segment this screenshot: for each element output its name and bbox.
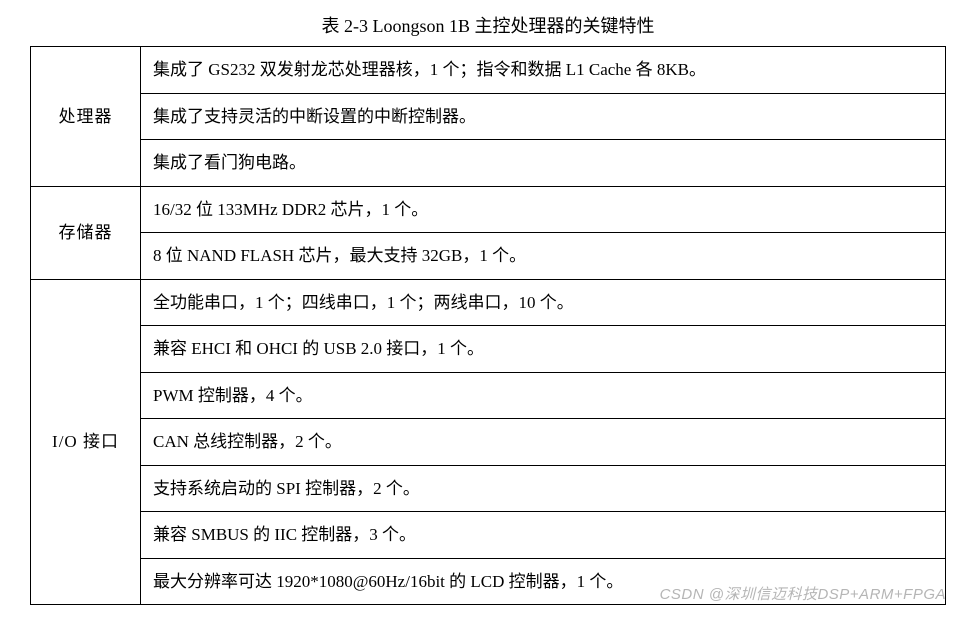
spec-cell: 8 位 NAND FLASH 芯片，最大支持 32GB，1 个。 (141, 233, 946, 280)
table-row: PWM 控制器，4 个。 (31, 372, 946, 419)
spec-cell: 集成了支持灵活的中断设置的中断控制器。 (141, 93, 946, 140)
section-label-processor: 处理器 (31, 47, 141, 187)
table-row: 支持系统启动的 SPI 控制器，2 个。 (31, 465, 946, 512)
spec-cell: 兼容 EHCI 和 OHCI 的 USB 2.0 接口，1 个。 (141, 326, 946, 373)
spec-cell: 支持系统启动的 SPI 控制器，2 个。 (141, 465, 946, 512)
spec-cell: 集成了 GS232 双发射龙芯处理器核，1 个；指令和数据 L1 Cache 各… (141, 47, 946, 94)
watermark-text: CSDN @深圳信迈科技DSP+ARM+FPGA (660, 583, 946, 604)
spec-cell: CAN 总线控制器，2 个。 (141, 419, 946, 466)
spec-cell: 全功能串口，1 个；四线串口，1 个；两线串口，10 个。 (141, 279, 946, 326)
table-row: CAN 总线控制器，2 个。 (31, 419, 946, 466)
table-row: 处理器 集成了 GS232 双发射龙芯处理器核，1 个；指令和数据 L1 Cac… (31, 47, 946, 94)
section-label-memory: 存储器 (31, 186, 141, 279)
table-row: 存储器 16/32 位 133MHz DDR2 芯片，1 个。 (31, 186, 946, 233)
table-row: 集成了支持灵活的中断设置的中断控制器。 (31, 93, 946, 140)
spec-cell: 16/32 位 133MHz DDR2 芯片，1 个。 (141, 186, 946, 233)
table-row: I/O 接口 全功能串口，1 个；四线串口，1 个；两线串口，10 个。 (31, 279, 946, 326)
table-row: 集成了看门狗电路。 (31, 140, 946, 187)
spec-cell: 兼容 SMBUS 的 IIC 控制器，3 个。 (141, 512, 946, 559)
spec-cell: PWM 控制器，4 个。 (141, 372, 946, 419)
spec-table: 处理器 集成了 GS232 双发射龙芯处理器核，1 个；指令和数据 L1 Cac… (30, 46, 946, 605)
section-label-io: I/O 接口 (31, 279, 141, 605)
spec-cell: 集成了看门狗电路。 (141, 140, 946, 187)
table-row: 兼容 SMBUS 的 IIC 控制器，3 个。 (31, 512, 946, 559)
table-row: 8 位 NAND FLASH 芯片，最大支持 32GB，1 个。 (31, 233, 946, 280)
table-caption: 表 2-3 Loongson 1B 主控处理器的关键特性 (30, 12, 946, 38)
table-row: 兼容 EHCI 和 OHCI 的 USB 2.0 接口，1 个。 (31, 326, 946, 373)
